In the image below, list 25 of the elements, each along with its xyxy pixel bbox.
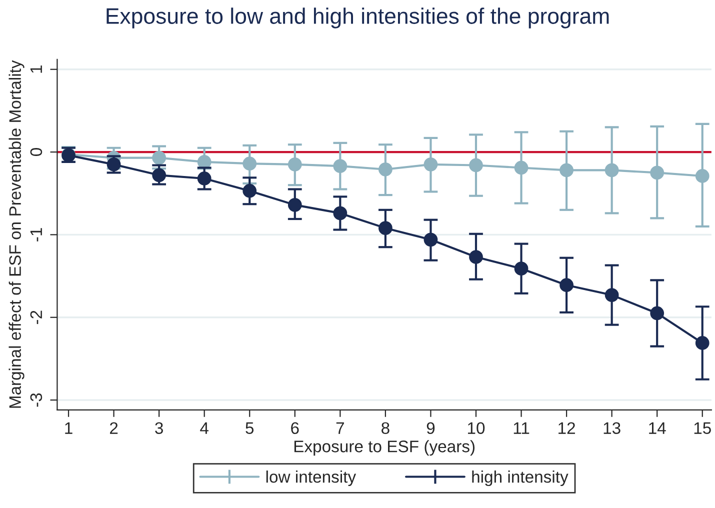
legend-label: high intensity [472, 470, 568, 486]
x-tick-label: 1 [65, 422, 72, 434]
x-tick-label: 4 [200, 422, 208, 434]
x-tick-label: 5 [246, 422, 254, 434]
x-tick-label: 9 [426, 422, 435, 434]
legend-label: low intensity [266, 470, 356, 486]
y-tick-label: 1 [30, 66, 42, 73]
x-tick-label: 11 [514, 422, 530, 434]
x-tick-label: 7 [336, 422, 344, 434]
x-tick-label: 10 [468, 422, 485, 434]
y-tick-label: -1 [30, 228, 42, 242]
x-tick-label: 14 [649, 422, 666, 434]
x-tick-label: 3 [155, 422, 163, 434]
x-tick-label: 6 [291, 422, 299, 434]
x-tick-label: 15 [694, 422, 711, 434]
y-tick-label: 0 [30, 148, 42, 156]
y-axis-title: Marginal effect of ESF on Preventable Mortality [8, 60, 24, 408]
chart-title: Exposure to low and high intensities of the program [106, 8, 609, 28]
x-tick-label: 8 [382, 422, 390, 434]
x-tick-label: 2 [110, 422, 118, 434]
y-tick-label: -3 [30, 393, 42, 407]
x-tick-label: 12 [558, 422, 575, 434]
x-tick-label: 13 [604, 422, 620, 434]
y-tick-label: -2 [30, 310, 42, 324]
x-axis-title: Exposure to ESF (years) [294, 440, 475, 456]
